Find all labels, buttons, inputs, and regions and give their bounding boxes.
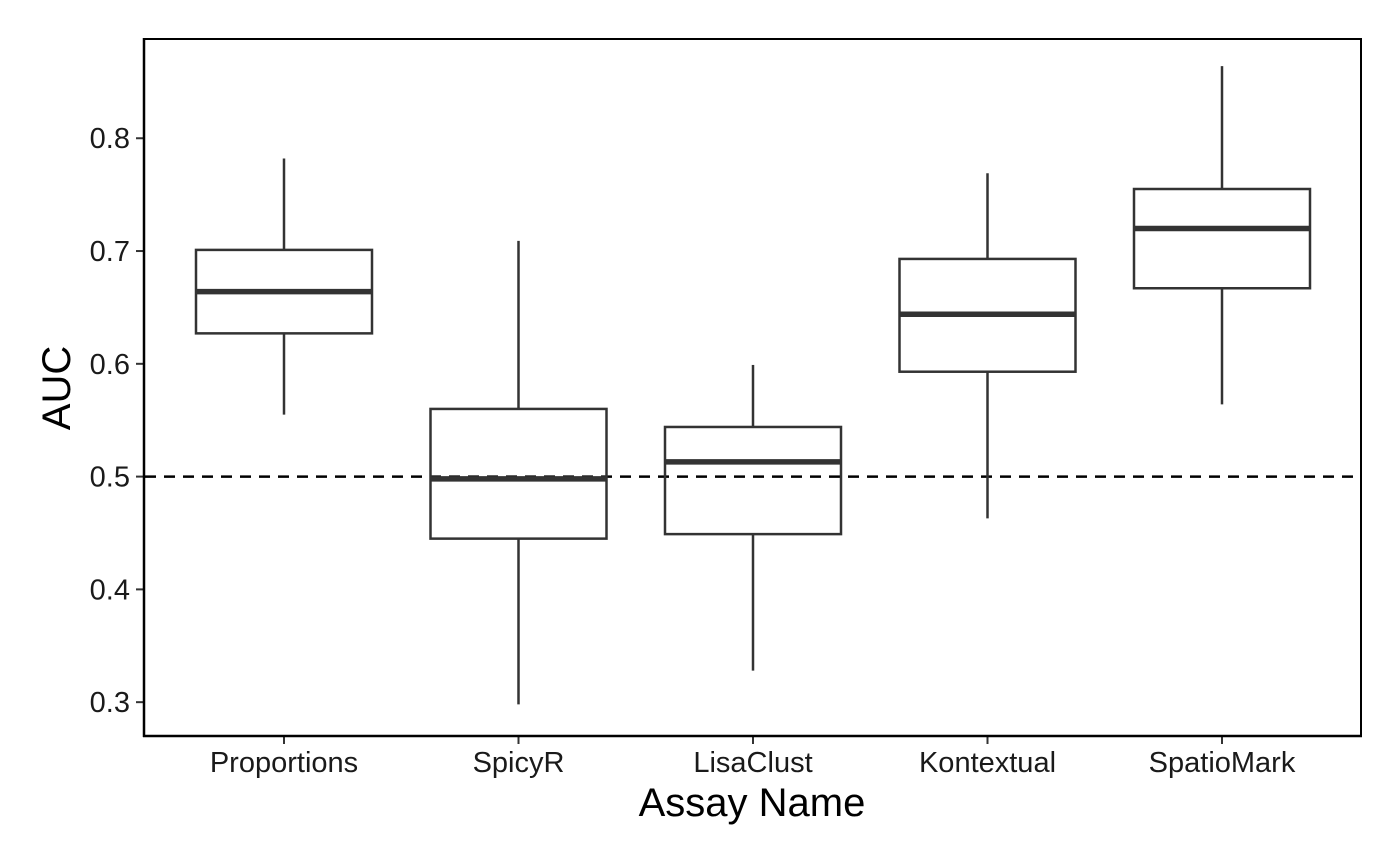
- box-group: [898, 173, 1077, 519]
- y-tick-label: 0.4: [90, 574, 130, 606]
- box-group: [663, 364, 843, 671]
- y-axis: 0.3 0.4 0.5 0.6 0.7 0.8: [90, 123, 144, 719]
- x-tick-label: SpatioMark: [1149, 747, 1296, 779]
- x-tick-label: Proportions: [210, 747, 358, 779]
- iqr-box: [663, 425, 843, 536]
- x-tick-label: Kontextual: [919, 747, 1056, 779]
- y-tick-label: 0.7: [90, 236, 130, 268]
- x-axis: Proportions SpicyR LisaClust Kontextual Spat…: [210, 736, 1296, 779]
- boxes-layer: [194, 66, 1312, 705]
- x-tick-label: LisaClust: [693, 747, 812, 779]
- iqr-box: [429, 407, 608, 540]
- x-tick-label: SpicyR: [473, 747, 565, 779]
- x-axis-title: Assay Name: [639, 781, 866, 825]
- y-axis-title: AUC: [35, 346, 79, 430]
- box-group: [1132, 66, 1312, 405]
- y-tick-label: 0.8: [90, 123, 130, 155]
- box-group: [194, 158, 374, 415]
- iqr-box: [1132, 187, 1312, 290]
- y-tick-label: 0.5: [90, 462, 130, 494]
- box-group: [429, 240, 608, 705]
- y-tick-label: 0.3: [90, 687, 130, 719]
- y-tick-label: 0.6: [90, 349, 130, 381]
